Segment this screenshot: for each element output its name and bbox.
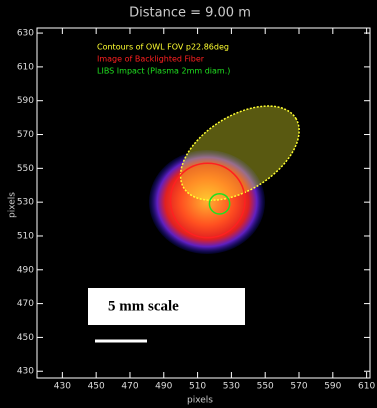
overlay-circle (169, 162, 246, 239)
y-tick-label: 490 (17, 265, 34, 275)
y-tick-label: 630 (17, 29, 34, 39)
legend-entry: Contours of OWL FOV p22.86deg (97, 43, 229, 52)
y-tick-label: 470 (17, 299, 34, 309)
x-tick-label: 450 (88, 382, 105, 392)
scale-box (88, 288, 245, 325)
x-tick-label: 590 (324, 382, 341, 392)
y-tick-label: 590 (17, 96, 34, 106)
y-tick-label: 430 (17, 367, 34, 377)
legend-entry: LIBS Impact (Plasma 2mm diam.) (97, 67, 230, 76)
y-tick-label: 610 (17, 62, 34, 72)
x-tick-label: 470 (121, 382, 138, 392)
y-tick-label: 450 (17, 333, 34, 343)
x-axis-label: pixels (187, 396, 213, 406)
x-tick-label: 530 (223, 382, 240, 392)
x-tick-label: 550 (257, 382, 274, 392)
x-tick-label: 490 (155, 382, 172, 392)
y-tick-label: 530 (17, 198, 34, 208)
y-tick-label: 550 (17, 164, 34, 174)
x-tick-label: 430 (54, 382, 71, 392)
x-tick-label: 570 (290, 382, 307, 392)
chart-title: Distance = 9.00 m (129, 6, 251, 21)
legend-entry: Image of Backlighted Fiber (97, 55, 205, 64)
overlay-contour (179, 105, 300, 201)
x-tick-label: 510 (189, 382, 206, 392)
y-axis-label: pixels (8, 192, 18, 218)
y-tick-label: 510 (17, 231, 34, 241)
overlay-circle (208, 192, 231, 215)
y-tick-label: 570 (17, 130, 34, 140)
scale-label: 5 mm scale (108, 298, 179, 314)
x-tick-label: 610 (358, 382, 375, 392)
